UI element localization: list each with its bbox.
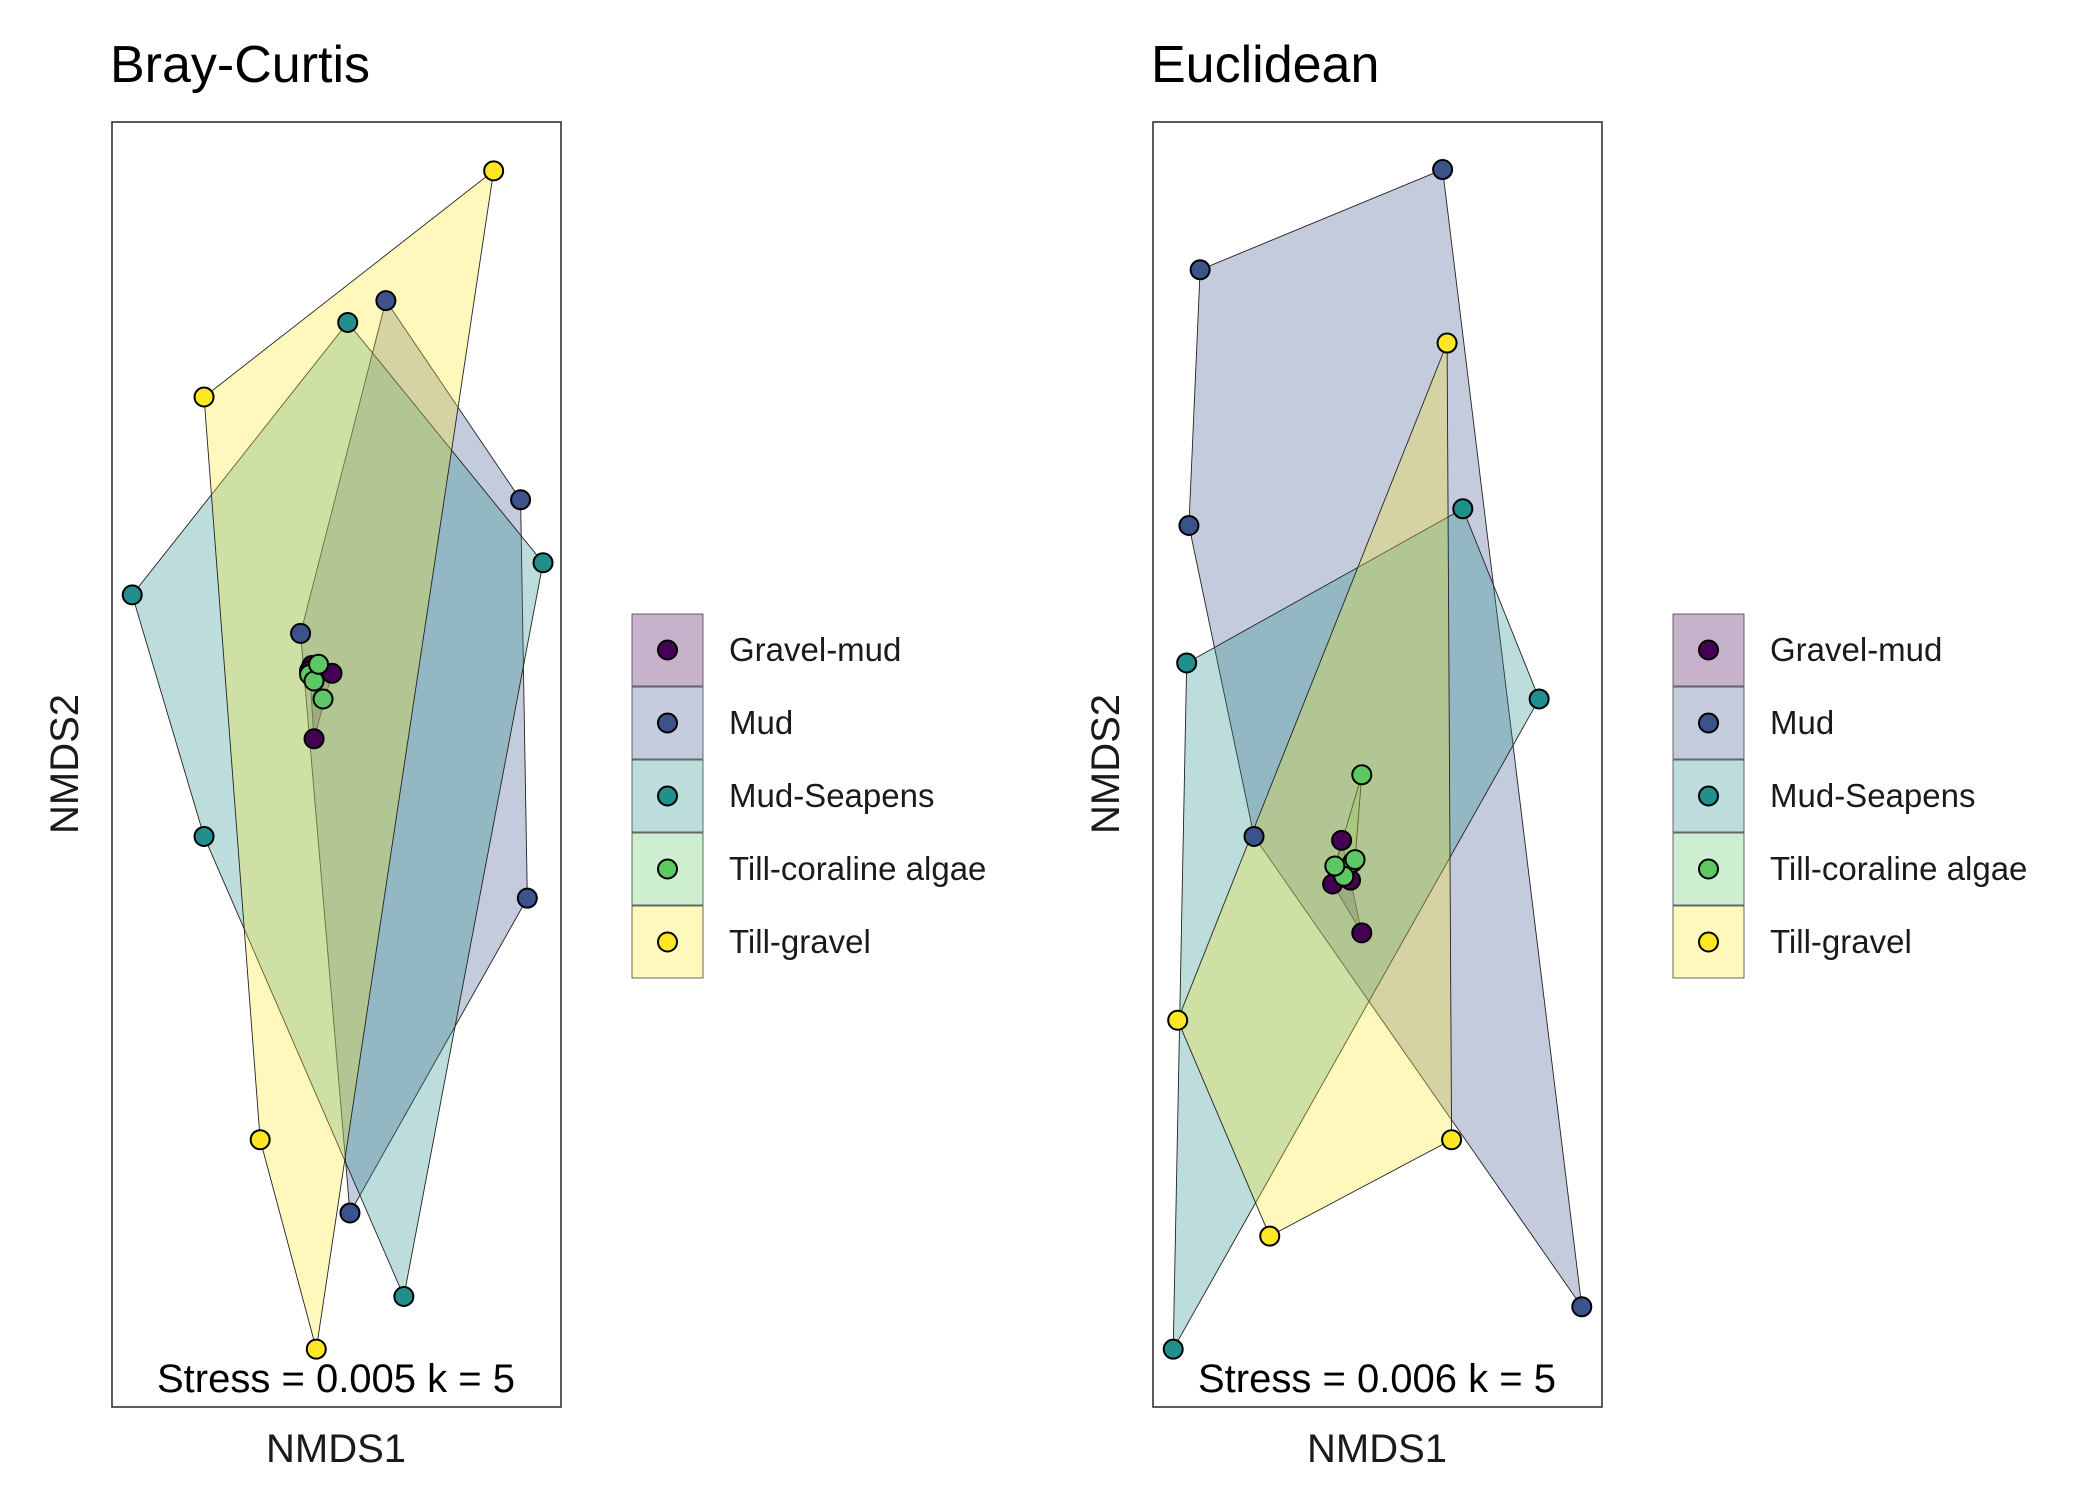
legend-item-mud: Mud xyxy=(1672,686,1834,760)
legend-key-point xyxy=(1698,785,1719,807)
point-mud-seapens xyxy=(337,311,359,333)
legend-key-point xyxy=(657,858,678,880)
y-axis-label: NMDS2 xyxy=(43,694,87,834)
point-till-gravel xyxy=(249,1129,271,1151)
legend-item-gravel-mud: Gravel-mud xyxy=(631,613,901,687)
legend-label: Gravel-mud xyxy=(729,631,901,668)
point-mud xyxy=(516,887,538,909)
stress-annotation: Stress = 0.006 k = 5 xyxy=(1198,1357,1556,1401)
legend-label: Mud-Seapens xyxy=(1770,777,1975,814)
point-gravel-mud xyxy=(303,728,325,750)
point-layer xyxy=(121,160,554,1360)
legend-item-mud-seapens: Mud-Seapens xyxy=(1672,759,1975,833)
point-layer xyxy=(1162,159,1593,1360)
x-axis-label: NMDS1 xyxy=(1307,1427,1447,1471)
plot-frame xyxy=(1152,121,1603,1408)
point-mud xyxy=(1432,159,1454,181)
legend-key-point xyxy=(657,712,678,734)
legend-key-point xyxy=(1698,712,1719,734)
legend-item-till-gravel: Till-gravel xyxy=(631,905,871,979)
legend-key-point xyxy=(1698,858,1719,880)
point-gravel-mud xyxy=(1351,922,1373,944)
hull-mud-seapens xyxy=(131,321,544,1299)
legend-label: Till-gravel xyxy=(1770,923,1912,960)
legend-label: Gravel-mud xyxy=(1770,631,1942,668)
panel-title: Euclidean xyxy=(1151,36,1379,94)
legend-key-point xyxy=(657,639,678,661)
point-mud xyxy=(1243,825,1265,847)
point-mud xyxy=(339,1202,361,1224)
legend-label: Mud-Seapens xyxy=(729,777,934,814)
legend: Gravel-mud Mud Mud-Seapens Till-coraline al… xyxy=(1672,613,2027,979)
point-till-gravel xyxy=(483,160,505,182)
point-mud xyxy=(290,622,312,644)
point-mud-seapens xyxy=(393,1285,415,1307)
legend-item-till-coraline-algae: Till-coraline algae xyxy=(631,832,986,906)
point-till-gravel xyxy=(1441,1129,1463,1151)
point-till-coraline-algae xyxy=(308,653,330,675)
point-mud xyxy=(510,489,532,511)
point-mud-seapens xyxy=(1528,688,1550,710)
legend-key-point xyxy=(1698,931,1719,953)
point-till-coraline-algae xyxy=(312,688,334,710)
legend-label: Mud xyxy=(729,704,793,741)
plot-area xyxy=(121,160,554,1360)
point-till-gravel xyxy=(1436,332,1458,354)
hull-mud xyxy=(300,299,528,1215)
point-till-gravel xyxy=(193,386,215,408)
point-mud xyxy=(1571,1296,1593,1318)
legend-label: Till-gravel xyxy=(729,923,871,960)
point-mud-seapens xyxy=(121,584,143,606)
legend-label: Mud xyxy=(1770,704,1834,741)
point-mud-seapens xyxy=(1176,652,1198,674)
point-mud-seapens xyxy=(1452,498,1474,520)
point-gravel-mud xyxy=(1331,829,1353,851)
point-till-coraline-algae xyxy=(1324,855,1346,877)
legend-swatch xyxy=(1672,832,1745,906)
hull-layer xyxy=(131,169,544,1350)
y-axis-label: NMDS2 xyxy=(1084,694,1128,834)
point-till-gravel xyxy=(1259,1225,1281,1247)
point-till-gravel xyxy=(305,1338,327,1360)
euclidean-panel: Euclidean Stress = 0.006 k = 5 NMDS1 NMD… xyxy=(1084,36,2027,1471)
legend-key-point xyxy=(1698,639,1719,661)
legend-label: Till-coraline algae xyxy=(729,850,986,887)
x-axis-label: NMDS1 xyxy=(266,1427,406,1471)
point-till-coraline-algae xyxy=(1351,764,1373,786)
legend-item-gravel-mud: Gravel-mud xyxy=(1672,613,1942,687)
stress-annotation: Stress = 0.005 k = 5 xyxy=(157,1357,515,1401)
point-mud xyxy=(1178,514,1200,536)
point-mud-seapens xyxy=(1162,1338,1184,1360)
hull-mud xyxy=(1188,168,1583,1308)
plot-area xyxy=(1162,159,1593,1360)
legend-label: Till-coraline algae xyxy=(1770,850,2027,887)
point-till-coraline-algae xyxy=(1344,849,1366,871)
legend-key-point xyxy=(657,931,678,953)
bray-curtis-panel: Bray-Curtis Stress = 0.005 k = 5 NMDS1 N… xyxy=(43,36,986,1471)
legend-item-mud: Mud xyxy=(631,686,793,760)
point-till-gravel xyxy=(1167,1009,1189,1031)
legend-key-point xyxy=(657,785,678,807)
legend-item-till-gravel: Till-gravel xyxy=(1672,905,1912,979)
legend-item-mud-seapens: Mud-Seapens xyxy=(631,759,934,833)
panel-title: Bray-Curtis xyxy=(110,36,370,94)
point-mud-seapens xyxy=(193,825,215,847)
point-mud-seapens xyxy=(532,552,554,574)
point-mud xyxy=(375,290,397,312)
legend-item-till-coraline-algae: Till-coraline algae xyxy=(1672,832,2027,906)
point-mud xyxy=(1189,259,1211,281)
legend: Gravel-mud Mud Mud-Seapens Till-coraline al… xyxy=(631,613,986,979)
